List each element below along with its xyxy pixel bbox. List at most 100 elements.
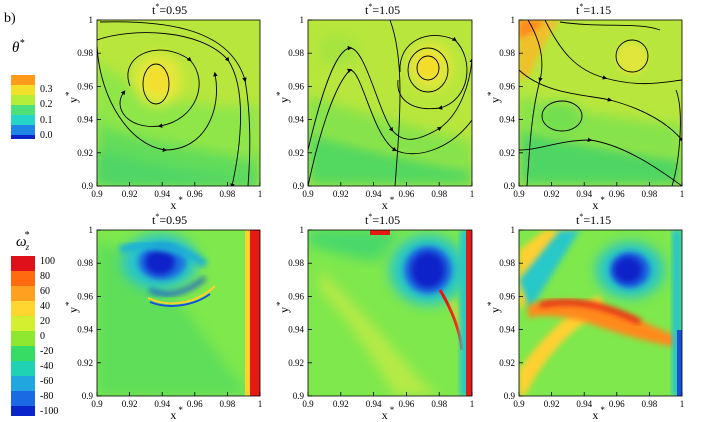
theta-tick-label: 0.1: [40, 115, 53, 126]
time-label-bottom-2: t*=1.05: [365, 212, 400, 227]
y-axis-label-sup: *: [275, 91, 285, 96]
y-tick-label: 1: [300, 15, 305, 25]
vorticity-tick-label: -100: [40, 406, 58, 417]
x-axis-label-sup: *: [178, 195, 183, 205]
vorticity-color-swatch: [11, 391, 35, 406]
y-tick-label: 0.94: [77, 325, 93, 335]
theta-colorbar: [11, 75, 35, 139]
vorticity-color-swatch: [11, 361, 35, 376]
vorticity-tick-label: -80: [40, 391, 53, 402]
vorticity-color-swatch: [11, 286, 35, 301]
x-tick-label: 0.92: [122, 189, 138, 199]
y-tick-label: 0.92: [499, 148, 515, 158]
y-tick-label: 1: [89, 15, 94, 25]
y-axis-label: y: [66, 97, 80, 103]
x-tick-label: 0.92: [122, 399, 138, 409]
y-tick-label: 0.94: [288, 115, 304, 125]
theta-panel-3: [518, 19, 683, 187]
x-axis-label-sup: *: [178, 405, 183, 415]
theta-tick-label: 0.2: [40, 99, 53, 110]
vorticity-tick-label: -20: [40, 346, 53, 357]
vorticity-color-swatch: [11, 331, 35, 346]
x-tick-label: 0.92: [544, 399, 560, 409]
vorticity-field-2: [308, 230, 472, 396]
vorticity-field-1: [97, 230, 260, 396]
y-tick-label: 0.98: [77, 48, 93, 58]
y-axis-label-sup: *: [64, 91, 74, 96]
vorticity-tick-label: -40: [40, 361, 53, 372]
y-tick-label: 0.94: [499, 115, 515, 125]
x-tick-label: 0.92: [544, 189, 560, 199]
vorticity-color-swatch: [11, 346, 35, 361]
vorticity-legend-title: ωz*: [16, 230, 30, 252]
theta-color-swatch: [11, 85, 35, 95]
vorticity-colorbar: [11, 256, 35, 416]
x-tick-label: 0.98: [220, 399, 236, 409]
x-tick-label: 0.94: [366, 189, 382, 199]
theta-color-swatch: [11, 125, 35, 135]
x-axis-label: x: [592, 198, 598, 212]
vorticity-tick-label: 40: [40, 301, 50, 312]
y-tick-label: 0.9: [82, 181, 94, 191]
x-tick-label: 1: [258, 399, 263, 409]
axes-layer: 0.9 0.92 0.94 0.96 0.98 1 1 0.98 0.96 0.94 0.92 0.9…: [64, 15, 684, 422]
x-axis-label-sup: *: [390, 195, 395, 205]
x-tick-label: 0.98: [431, 399, 447, 409]
y-axis-label-sup: *: [64, 301, 74, 306]
vorticity-legend: ωz* 100 80 60 40 20 0 -20 -40 -60 -80 -1…: [11, 230, 58, 417]
x-tick-label: 0.94: [366, 399, 382, 409]
x-tick-label: 1: [680, 189, 685, 199]
theta-panel-2: [307, 19, 473, 187]
x-axis-label: x: [170, 408, 176, 422]
x-tick-label: 0.9: [513, 399, 525, 409]
y-axis-label-sup: *: [486, 301, 496, 306]
x-tick-label: 0.98: [642, 189, 658, 199]
time-label-top-3: t*=1.15: [576, 2, 611, 17]
vorticity-color-swatch: [11, 301, 35, 316]
vorticity-field-3: [519, 230, 682, 396]
y-axis-label-sup: *: [486, 91, 496, 96]
y-tick-label: 1: [511, 225, 516, 235]
x-tick-label: 1: [470, 399, 475, 409]
vorticity-tick-label: 100: [40, 256, 55, 267]
y-tick-label: 0.92: [77, 148, 93, 158]
y-tick-label: 0.94: [77, 115, 93, 125]
x-axis-label-sup: *: [600, 195, 605, 205]
x-tick-label: 0.98: [642, 399, 658, 409]
theta-tick-label: 0.3: [40, 84, 53, 95]
y-tick-label: 0.96: [77, 81, 93, 91]
x-tick-label: 0.96: [399, 189, 415, 199]
vorticity-panel-2: [307, 229, 473, 397]
y-tick-label: 1: [89, 225, 94, 235]
x-tick-label: 0.96: [187, 399, 203, 409]
x-tick-label: 0.94: [154, 189, 170, 199]
theta-color-swatch: [11, 75, 35, 85]
vorticity-color-swatch: [11, 316, 35, 331]
theta-field-1: [97, 20, 260, 186]
y-tick-label: 0.9: [293, 181, 305, 191]
y-tick-label: 0.92: [288, 358, 304, 368]
x-tick-label: 0.94: [154, 399, 170, 409]
y-tick-label: 0.96: [499, 81, 515, 91]
theta-color-swatch: [11, 95, 35, 105]
y-tick-label: 0.98: [288, 258, 304, 268]
theta-field-3: [519, 20, 682, 186]
x-axis-label: x: [592, 408, 598, 422]
x-tick-label: 0.94: [576, 399, 592, 409]
time-label-top-1: t*=0.95: [152, 2, 187, 17]
theta-tick-label: 0.0: [40, 130, 53, 141]
y-tick-label: 0.98: [288, 48, 304, 58]
y-tick-label: 0.92: [77, 358, 93, 368]
theta-color-swatch: [11, 115, 35, 125]
x-axis-label: x: [382, 198, 388, 212]
x-tick-label: 1: [258, 189, 263, 199]
streamlines-1: [97, 21, 251, 186]
x-tick-label: 0.96: [187, 189, 203, 199]
x-tick-label: 0.9: [513, 189, 525, 199]
y-tick-label: 0.9: [82, 391, 94, 401]
vorticity-color-swatch: [11, 376, 35, 391]
vorticity-tick-label: -60: [40, 376, 53, 387]
y-tick-label: 0.9: [504, 391, 516, 401]
x-axis-label-sup: *: [390, 405, 395, 415]
x-tick-label: 0.92: [333, 189, 349, 199]
